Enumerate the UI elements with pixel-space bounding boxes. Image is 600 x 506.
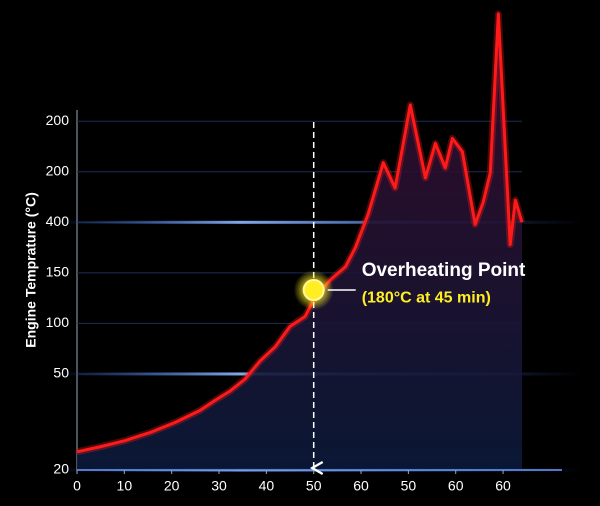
x-tick-label: 60 — [448, 478, 464, 494]
x-tick-label: 60 — [495, 478, 511, 494]
x-tick-label: 10 — [117, 478, 133, 494]
x-tick-label: 50 — [306, 478, 322, 494]
y-tick-label: 200 — [46, 112, 70, 128]
area — [77, 14, 522, 471]
y-tick-label: 150 — [46, 264, 70, 280]
x-tick-label: 50 — [401, 478, 417, 494]
y-tick-label: 100 — [46, 314, 70, 330]
y-tick-label: 200 — [46, 162, 70, 178]
x-tick-label: 40 — [259, 478, 275, 494]
annotation-text: (180°C at 45 min) — [362, 289, 491, 306]
grid-glow — [57, 220, 582, 224]
line — [76, 12, 524, 454]
x-tick-label: 60 — [353, 478, 369, 494]
x-tick-label: 30 — [211, 478, 227, 494]
x-tick-label: 0 — [73, 478, 81, 494]
annotation-title: Overheating Point — [362, 260, 526, 281]
x-tick-label: 20 — [164, 478, 180, 494]
marker — [302, 279, 325, 302]
y-axis-label: Engine Temprature (°C) — [23, 192, 39, 347]
